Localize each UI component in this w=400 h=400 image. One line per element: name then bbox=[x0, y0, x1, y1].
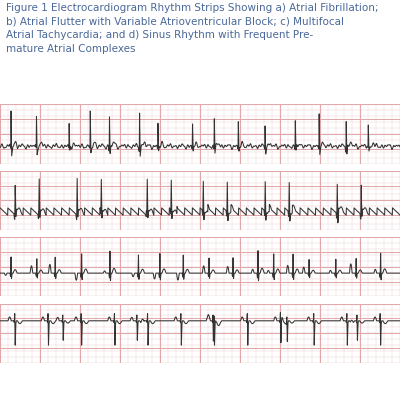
Text: Figure 1 Electrocardiogram Rhythm Strips Showing a) Atrial Fibrillation;
b) Atri: Figure 1 Electrocardiogram Rhythm Strips… bbox=[6, 3, 378, 54]
